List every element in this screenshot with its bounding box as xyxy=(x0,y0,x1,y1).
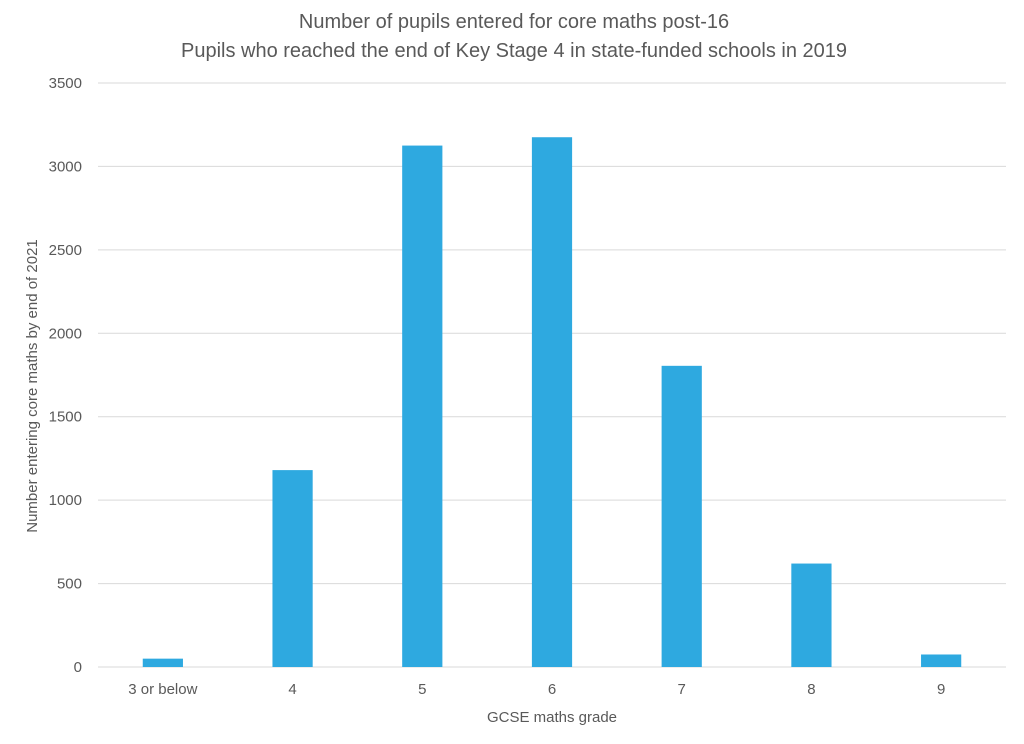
x-tick-label: 7 xyxy=(678,681,686,698)
x-tick-label: 3 or below xyxy=(128,681,197,698)
y-axis-tick-labels: 0 500 1000 1500 2000 2500 3000 3500 xyxy=(49,75,82,676)
bar-7 xyxy=(661,365,702,667)
chart-subtitle: Pupils who reached the end of Key Stage … xyxy=(181,40,847,62)
x-tick-label: 8 xyxy=(807,681,815,698)
y-tick-label: 3000 xyxy=(49,158,82,175)
chart-title: Number of pupils entered for core maths … xyxy=(299,11,729,33)
y-tick-label: 0 xyxy=(74,659,82,676)
bar-4 xyxy=(272,470,313,667)
bar-8 xyxy=(791,563,832,667)
x-tick-label: 5 xyxy=(418,681,426,698)
x-axis-tick-labels: 3 or below 4 5 6 7 8 9 xyxy=(128,681,945,698)
y-tick-label: 2500 xyxy=(49,242,82,259)
y-tick-label: 3500 xyxy=(49,75,82,92)
bar-3-or-below xyxy=(142,658,183,667)
y-tick-label: 500 xyxy=(57,576,82,593)
bars xyxy=(142,137,962,668)
bar-9 xyxy=(921,654,962,667)
bar-5 xyxy=(402,145,443,668)
x-tick-label: 9 xyxy=(937,681,945,698)
y-tick-label: 1000 xyxy=(49,492,82,509)
y-tick-label: 2000 xyxy=(49,325,82,342)
y-axis-title: Number entering core maths by end of 202… xyxy=(24,239,41,533)
x-tick-label: 4 xyxy=(288,681,296,698)
x-axis-title: GCSE maths grade xyxy=(487,709,617,726)
x-tick-label: 6 xyxy=(548,681,556,698)
bar-6 xyxy=(531,137,573,667)
y-tick-label: 1500 xyxy=(49,409,82,426)
